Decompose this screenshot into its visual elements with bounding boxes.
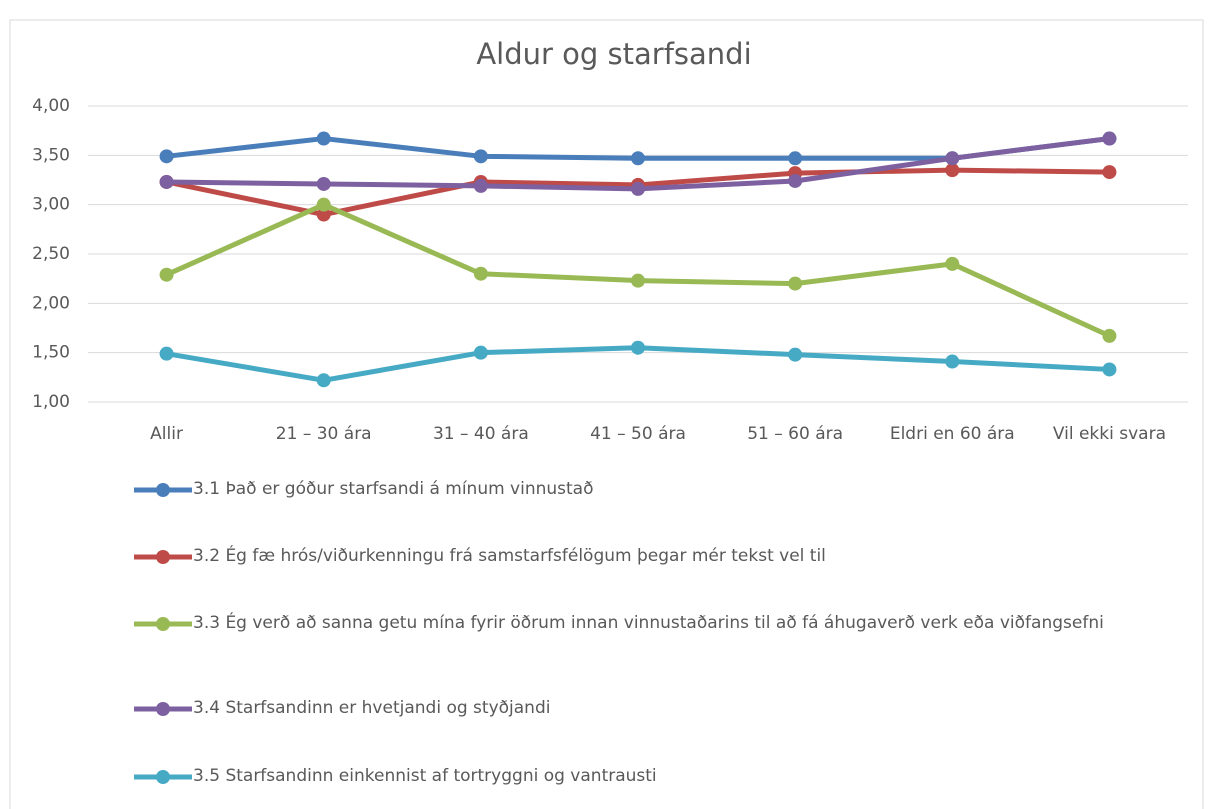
y-tick-label: 3,50 — [32, 145, 70, 165]
point — [316, 197, 331, 212]
x-tick-label: 31 – 40 ára — [433, 424, 529, 444]
point — [159, 267, 174, 282]
point — [316, 373, 331, 388]
point — [316, 176, 331, 191]
point — [1102, 165, 1117, 180]
legend-label: 3.4 Starfsandinn er hvetjandi og styðjan… — [193, 698, 551, 718]
legend-marker — [156, 702, 170, 716]
point — [945, 151, 960, 166]
x-tick-label: Vil ekki svara — [1053, 424, 1166, 444]
chart-title: Aldur og starfsandi — [476, 37, 751, 71]
legend-key — [134, 617, 192, 631]
series-line — [165, 202, 1111, 339]
legend-key — [134, 770, 192, 784]
point — [788, 276, 803, 291]
x-tick-label: 21 – 30 ára — [276, 424, 372, 444]
x-tick-label: 41 – 50 ára — [590, 424, 686, 444]
point — [1102, 328, 1117, 343]
point — [159, 174, 174, 189]
legend-marker — [156, 617, 170, 631]
point — [1102, 362, 1117, 377]
point — [788, 347, 803, 362]
point — [788, 173, 803, 188]
point — [631, 340, 645, 355]
point — [316, 131, 331, 146]
point — [473, 345, 488, 360]
point — [1102, 131, 1117, 146]
legend-label: 3.5 Starfsandinn einkennist af tortryggn… — [193, 766, 657, 786]
point — [473, 149, 488, 164]
point — [159, 346, 174, 361]
y-tick-label: 4,00 — [32, 96, 70, 116]
legend-label: 3.2 Ég fæ hrós/viðurkenningu frá samstar… — [193, 546, 826, 566]
point — [631, 273, 645, 288]
point — [945, 256, 960, 271]
legend-key — [134, 483, 192, 497]
point — [631, 151, 645, 166]
y-tick-label: 2,50 — [32, 244, 70, 264]
point — [316, 207, 331, 222]
legend-marker — [156, 483, 170, 497]
legend-marker — [156, 770, 170, 784]
chart-border — [9, 19, 1204, 809]
point — [945, 163, 960, 178]
x-tick-label: 51 – 60 ára — [747, 424, 843, 444]
legend-label: 3.1 Það er góður starfsandi á mínum vinn… — [193, 479, 594, 499]
y-tick-label: 1,00 — [32, 392, 70, 412]
legend-key — [134, 550, 192, 564]
y-tick-label: 3,00 — [32, 195, 70, 215]
point — [788, 151, 803, 166]
legend-marker — [156, 550, 170, 564]
x-tick-label: Allir — [150, 424, 183, 444]
point — [473, 178, 488, 193]
x-tick-label: Eldri en 60 ára — [890, 424, 1015, 444]
y-tick-label: 1,50 — [32, 343, 70, 363]
point — [159, 149, 174, 164]
legend-label: 3.3 Ég verð að sanna getu mína fyrir öðr… — [193, 613, 1104, 633]
y-tick-label: 2,00 — [32, 293, 70, 313]
point — [631, 181, 645, 196]
legend-key — [134, 702, 192, 716]
point — [473, 266, 488, 281]
point — [945, 354, 960, 369]
